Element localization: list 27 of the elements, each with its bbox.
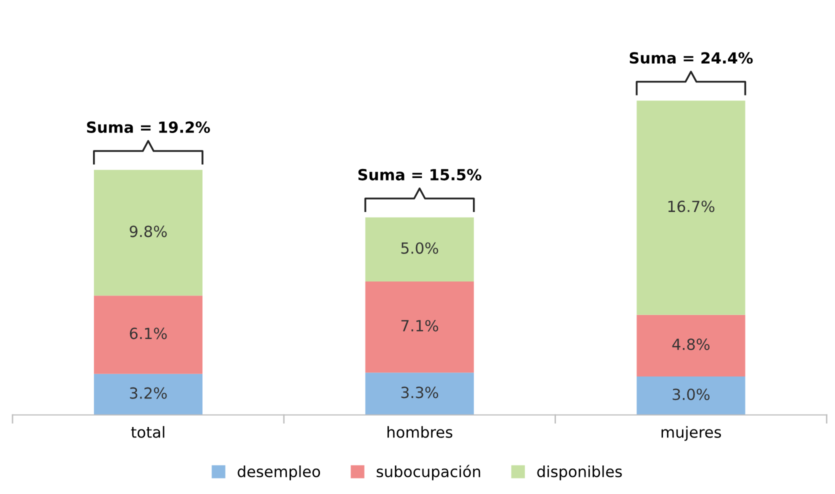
- legend-label: subocupación: [376, 464, 480, 480]
- bar: [94, 170, 202, 296]
- data-label: 16.7%: [668, 200, 714, 212]
- data-label: 3.0%: [672, 388, 710, 400]
- x-tick-label: hombres: [388, 426, 452, 438]
- total-label: Suma = 19.2%: [87, 121, 210, 133]
- legend-label: desempleo: [238, 465, 320, 480]
- data-label: 3.3%: [401, 386, 438, 398]
- bar: [365, 282, 474, 373]
- legend-label: disponibles: [537, 465, 622, 480]
- data-label: 7.1%: [401, 320, 438, 332]
- total-label: Suma = 24.4%: [630, 52, 753, 64]
- data-label: 9.8%: [130, 226, 167, 238]
- data-label: 5.0%: [401, 242, 438, 254]
- bar: [636, 376, 746, 415]
- bar: [94, 296, 202, 374]
- total-label: Suma = 15.5%: [358, 168, 482, 180]
- bar: [636, 100, 746, 315]
- data-label: 6.1%: [130, 328, 167, 340]
- x-tick-label: total: [131, 426, 164, 438]
- bar: [365, 372, 474, 415]
- x-tick-label: mujeres: [662, 426, 721, 441]
- bar: [365, 217, 474, 282]
- data-label: 4.8%: [672, 338, 710, 350]
- bar: [636, 314, 746, 376]
- data-label: 3.2%: [130, 387, 167, 399]
- bar: [94, 374, 202, 415]
